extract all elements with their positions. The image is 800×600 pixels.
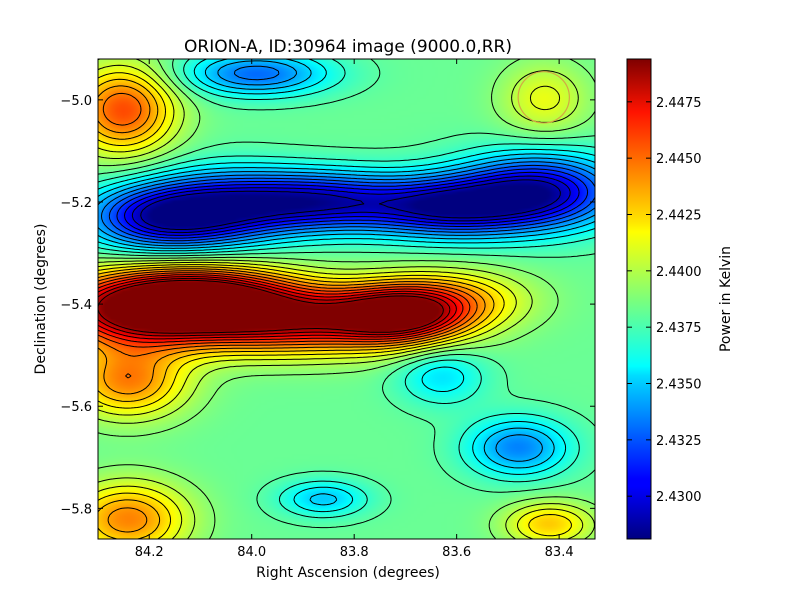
colorbar-label: Power in Kelvin bbox=[718, 246, 734, 352]
x-tick-label: 84.0 bbox=[237, 545, 266, 560]
colorbar-tick-label: 2.4300 bbox=[656, 490, 702, 505]
contour-line bbox=[124, 171, 580, 236]
y-tick-label: −5.2 bbox=[60, 196, 92, 211]
contour-line bbox=[116, 168, 589, 239]
colorbar-tick-label: 2.4400 bbox=[656, 265, 702, 280]
colorbar-tick-label: 2.4475 bbox=[656, 96, 702, 111]
y-tick-label: −5.6 bbox=[60, 400, 92, 415]
contour-line bbox=[98, 60, 595, 462]
colorbar-tick-label: 2.4450 bbox=[656, 152, 702, 167]
contour-line bbox=[98, 64, 584, 539]
contour-line bbox=[98, 59, 595, 529]
contour-lines bbox=[98, 59, 595, 539]
colorbar-ticks: 2.4300 2.4325 2.4350 2.4375 2.4400 2.4425 2.44… bbox=[627, 96, 702, 505]
x-axis-label: Right Ascension (degrees) bbox=[256, 565, 440, 581]
y-axis: −5.0 −5.2 −5.4 −5.6 −5.8 bbox=[60, 94, 595, 517]
y-tick-label: −5.8 bbox=[60, 502, 92, 517]
x-tick-label: 84.2 bbox=[135, 545, 164, 560]
contour-line bbox=[98, 274, 464, 343]
contour-line bbox=[98, 279, 444, 334]
x-tick-label: 83.4 bbox=[545, 545, 574, 560]
x-axis: 84.2 84.0 83.8 83.6 83.4 bbox=[135, 59, 574, 560]
contour-line bbox=[98, 72, 572, 539]
colorbar-tick-label: 2.4325 bbox=[656, 434, 702, 449]
colorbar-tick-label: 2.4375 bbox=[656, 321, 702, 336]
contour-line bbox=[98, 59, 595, 539]
contour-line bbox=[108, 164, 595, 242]
contour-line bbox=[98, 59, 595, 519]
y-tick-label: −5.4 bbox=[60, 298, 92, 313]
colorbar-gradient bbox=[626, 58, 652, 540]
contour-line bbox=[101, 65, 595, 244]
annotation-circle bbox=[517, 71, 570, 124]
contour-line bbox=[98, 78, 495, 539]
chart-title: ORION-A, ID:30964 image (9000.0,RR) bbox=[184, 37, 512, 57]
heatmap-plot bbox=[98, 59, 595, 539]
contour-line bbox=[98, 59, 595, 506]
contour-line bbox=[140, 179, 561, 230]
contour-line bbox=[98, 92, 478, 379]
colorbar-tick-label: 2.4425 bbox=[656, 208, 702, 223]
plot-frame bbox=[97, 58, 596, 540]
colorbar: 2.4300 2.4325 2.4350 2.4375 2.4400 2.4425 2.44… bbox=[626, 58, 734, 540]
contour-line bbox=[98, 276, 457, 340]
x-tick-label: 83.6 bbox=[442, 545, 471, 560]
y-tick-label: −5.0 bbox=[60, 94, 92, 109]
contour-line bbox=[98, 272, 471, 348]
contour-line bbox=[98, 85, 486, 533]
contour-line bbox=[131, 175, 571, 234]
contour-line bbox=[98, 59, 595, 513]
x-tick-label: 83.8 bbox=[340, 545, 369, 560]
y-axis-label: Declination (degrees) bbox=[33, 224, 49, 375]
colorbar-tick-label: 2.4350 bbox=[656, 378, 702, 393]
contour-line bbox=[98, 277, 451, 337]
